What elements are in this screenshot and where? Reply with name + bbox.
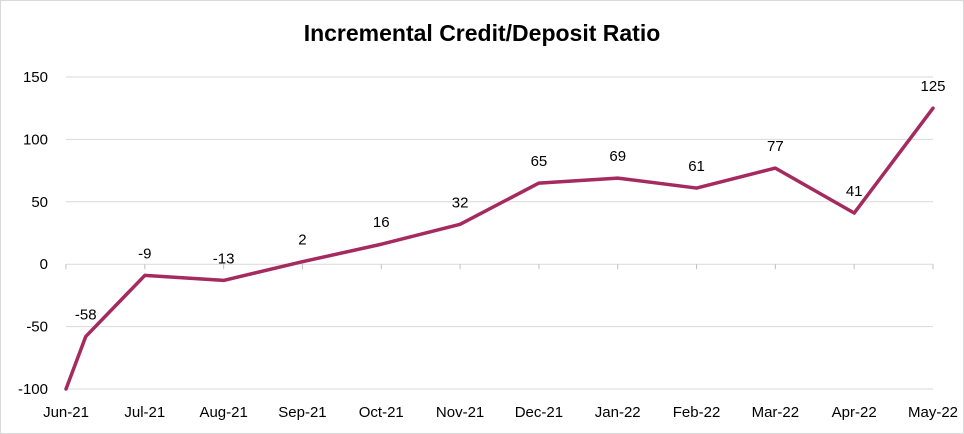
data-point bbox=[458, 222, 462, 226]
chart-title: Incremental Credit/Deposit Ratio bbox=[303, 20, 661, 46]
series-line bbox=[64, 106, 935, 391]
data-point bbox=[537, 181, 541, 185]
x-tick-label: May-22 bbox=[908, 404, 958, 421]
data-point bbox=[300, 260, 304, 264]
grid-lines bbox=[66, 76, 933, 390]
data-point bbox=[773, 166, 777, 170]
data-point bbox=[616, 176, 620, 180]
y-tick-label: 150 bbox=[23, 69, 48, 86]
y-tick-label: -50 bbox=[26, 319, 48, 336]
data-label: -13 bbox=[213, 250, 235, 267]
data-label: 65 bbox=[531, 153, 548, 170]
data-label: 61 bbox=[688, 158, 705, 175]
y-tick-label: 50 bbox=[31, 194, 48, 211]
x-axis: Jun-21 Jul-21 Aug-21 Sep-21 Oct-21 Nov-21 Dec-… bbox=[43, 264, 958, 421]
x-tick-label: Mar-22 bbox=[752, 404, 800, 421]
x-tick-label: Sep-21 bbox=[278, 404, 326, 421]
data-point bbox=[695, 186, 699, 190]
x-tick-label: Dec-21 bbox=[515, 404, 563, 421]
series-group bbox=[64, 106, 935, 391]
data-label: 77 bbox=[767, 138, 784, 155]
y-axis: -100 -50 0 50 100 150 bbox=[18, 69, 48, 398]
data-label: 32 bbox=[452, 194, 469, 211]
data-labels: -58 -9 -13 2 16 32 65 69 61 77 41 125 bbox=[75, 78, 946, 323]
data-point bbox=[64, 387, 68, 391]
x-tick-label: Nov-21 bbox=[436, 404, 484, 421]
data-label: 2 bbox=[298, 232, 306, 249]
x-tick-label: Apr-22 bbox=[832, 404, 877, 421]
data-point bbox=[84, 335, 88, 339]
data-label: 16 bbox=[373, 214, 390, 231]
y-tick-label: -100 bbox=[18, 381, 48, 398]
x-tick-label: Jan-22 bbox=[595, 404, 641, 421]
x-tick-label: Jun-21 bbox=[43, 404, 89, 421]
x-tick-label: Aug-21 bbox=[199, 404, 247, 421]
data-label: 41 bbox=[846, 183, 863, 200]
data-point bbox=[143, 273, 147, 277]
data-label: -58 bbox=[75, 307, 97, 324]
data-point bbox=[852, 211, 856, 215]
x-tick-label: Feb-22 bbox=[673, 404, 721, 421]
data-point bbox=[379, 242, 383, 246]
data-label: 69 bbox=[609, 148, 626, 165]
x-tick-label: Oct-21 bbox=[359, 404, 404, 421]
data-label: 125 bbox=[920, 78, 945, 95]
data-point bbox=[222, 278, 226, 282]
data-label: -9 bbox=[138, 245, 151, 262]
y-tick-label: 100 bbox=[23, 131, 48, 148]
y-tick-label: 0 bbox=[40, 256, 48, 273]
x-tick-label: Jul-21 bbox=[124, 404, 165, 421]
data-point bbox=[931, 106, 935, 110]
